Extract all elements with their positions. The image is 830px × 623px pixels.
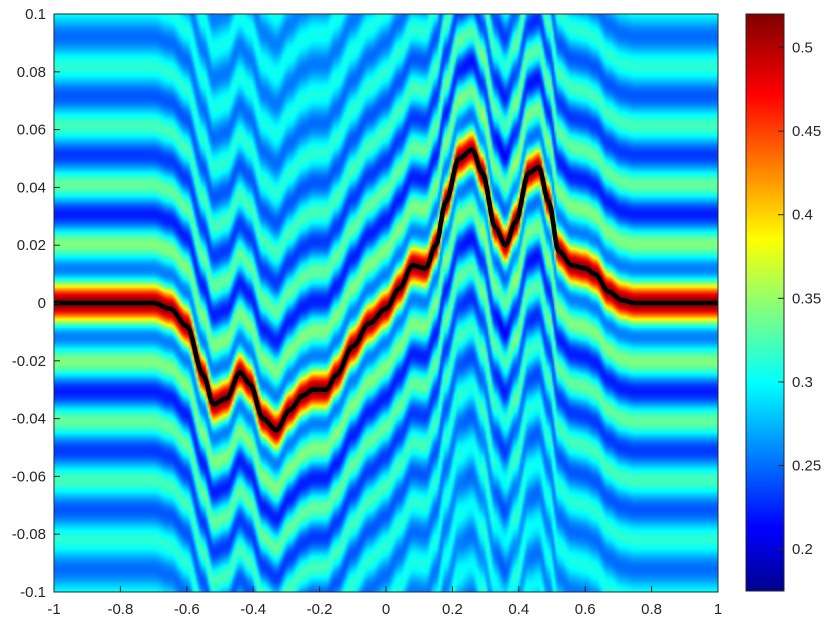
heatmap-field <box>54 14 718 592</box>
x-tick-label: -0.6 <box>174 601 200 618</box>
x-tick-label: -1 <box>47 601 60 618</box>
x-tick-label: 0.8 <box>641 601 662 618</box>
y-tick-label: 0.1 <box>25 6 46 23</box>
y-tick-label: -0.04 <box>12 411 46 428</box>
y-tick-label: 0.02 <box>17 237 46 254</box>
x-tick-label: -0.2 <box>307 601 333 618</box>
ridge-curve <box>54 147 718 433</box>
x-tick-label: 0 <box>382 601 390 618</box>
x-tick-label: 0.2 <box>442 601 463 618</box>
colorbar-tick-label: 0.3 <box>792 374 813 391</box>
colorbar-tick-label: 0.35 <box>792 290 821 307</box>
y-tick-label: -0.06 <box>12 468 46 485</box>
y-tick-label: 0.04 <box>17 179 46 196</box>
colorbar-tick-label: 0.25 <box>792 458 821 475</box>
x-tick-label: 1 <box>714 601 722 618</box>
colorbar-tick-label: 0.4 <box>792 207 813 224</box>
y-tick-label: 0.08 <box>17 64 46 81</box>
x-tick-label: -0.8 <box>107 601 133 618</box>
colorbar-tick-label: 0.5 <box>792 39 813 56</box>
y-tick-label: 0.06 <box>17 122 46 139</box>
y-tick-label: -0.1 <box>20 584 46 601</box>
y-axis: -0.1 -0.08 -0.06 -0.04 -0.02 0 0.02 0.04 0.06 0.0… <box>12 6 60 601</box>
heatmap-plot-area <box>53 13 719 593</box>
colorbar-ticks: 0.2 0.25 0.3 0.35 0.4 0.45 0.5 <box>778 39 821 558</box>
y-tick-label: -0.02 <box>12 353 46 370</box>
colorbar-tick-label: 0.2 <box>792 541 813 558</box>
colorbar: 0.2 0.25 0.3 0.35 0.4 0.45 0.5 <box>745 13 821 592</box>
colorbar-tick-label: 0.45 <box>792 123 821 140</box>
x-axis: -1 -0.8 -0.6 -0.4 -0.2 0 0.2 0.4 0.6 0.8 1 <box>47 586 722 618</box>
y-tick-label: -0.08 <box>12 526 46 543</box>
x-tick-label: 0.4 <box>508 601 529 618</box>
x-tick-label: 0.6 <box>575 601 596 618</box>
colorbar-gradient <box>745 13 785 592</box>
y-tick-label: 0 <box>38 295 46 312</box>
x-tick-label: -0.4 <box>240 601 266 618</box>
